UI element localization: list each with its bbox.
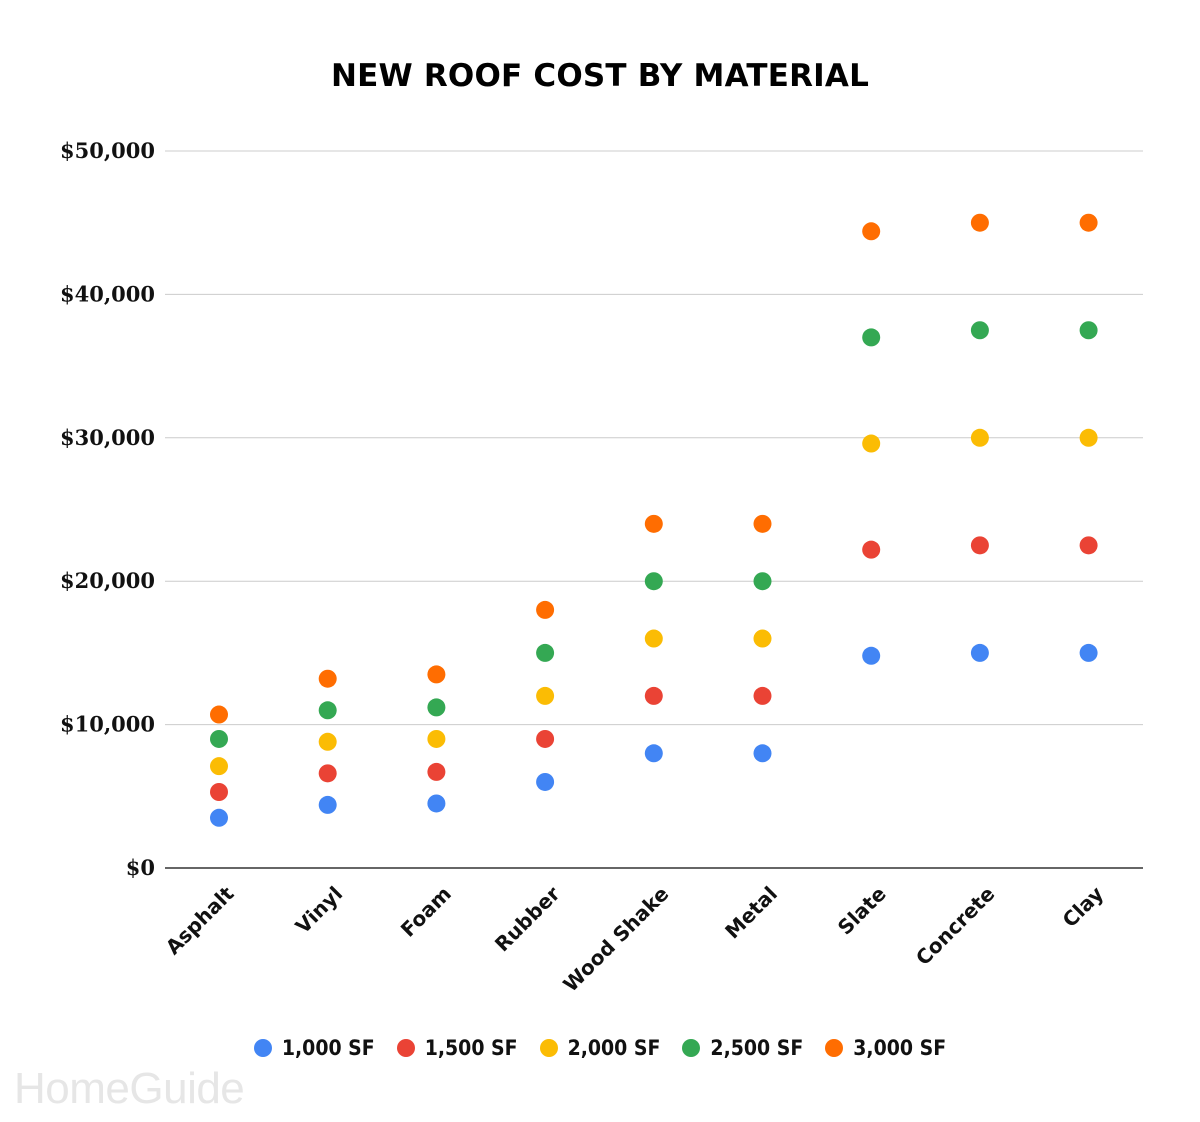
data-point: [753, 686, 772, 705]
data-point: [210, 757, 228, 776]
legend-label: 1,000 SF: [281, 1036, 375, 1060]
x-tick-label: Concrete: [911, 882, 999, 970]
data-point: [970, 213, 989, 232]
y-tick-label: $0: [126, 855, 155, 880]
y-tick-label: $30,000: [60, 425, 155, 450]
legend-label: 1,500 SF: [424, 1036, 518, 1060]
data-point: [427, 698, 446, 717]
data-point: [1079, 213, 1098, 232]
y-axis-tick-labels: $0 $10,000 $20,000 $30,000 $40,000 $50,000: [60, 138, 155, 880]
data-point: [318, 764, 337, 783]
legend-dot-icon: [539, 1039, 558, 1057]
x-tick-label: Asphalt: [161, 881, 239, 959]
data-point: [970, 428, 989, 447]
data-point: [536, 600, 555, 619]
data-point: [210, 808, 228, 827]
data-point: [753, 572, 772, 591]
y-tick-label: $40,000: [60, 281, 155, 306]
data-point: [318, 732, 337, 751]
data-point: [1079, 321, 1098, 340]
legend-item: 1,000 SF: [253, 1036, 375, 1060]
y-tick-label: $20,000: [60, 568, 155, 593]
data-points: [210, 213, 1098, 827]
legend-label: 2,000 SF: [567, 1036, 661, 1060]
data-point: [318, 701, 337, 720]
x-tick-label: Slate: [833, 882, 891, 940]
data-point: [536, 729, 555, 748]
data-point: [536, 686, 555, 705]
legend-item: 3,000 SF: [825, 1036, 946, 1060]
data-point: [318, 669, 337, 688]
y-tick-label: $10,000: [60, 712, 155, 737]
data-point: [862, 646, 881, 665]
data-point: [427, 665, 446, 684]
data-point: [970, 321, 989, 340]
data-point: [318, 795, 337, 814]
x-tick-label: Rubber: [490, 881, 565, 956]
x-tick-label: Wood Shake: [558, 882, 673, 997]
data-point: [644, 572, 663, 591]
legend-label: 2,500 SF: [710, 1036, 804, 1060]
data-point: [862, 222, 881, 241]
legend-dot-icon: [825, 1039, 844, 1057]
chart-legend: 1,000 SF 1,500 SF 2,000 SF 2,500 SF 3,000 SF: [0, 1036, 1200, 1060]
data-point: [644, 514, 663, 533]
data-point: [753, 629, 772, 648]
data-point: [210, 729, 228, 748]
data-point: [970, 643, 989, 662]
data-point: [753, 744, 772, 763]
x-tick-label: Metal: [720, 882, 782, 944]
data-point: [970, 536, 989, 555]
data-point: [427, 762, 446, 781]
data-point: [753, 514, 772, 533]
legend-item: 1,500 SF: [396, 1036, 518, 1060]
homeguide-watermark: HomeGuide: [14, 1064, 245, 1113]
data-point: [427, 729, 446, 748]
data-point: [536, 772, 555, 791]
chart-title: NEW ROOF COST BY MATERIAL: [330, 58, 870, 94]
legend-label: 3,000 SF: [853, 1036, 947, 1060]
data-point: [1079, 428, 1098, 447]
x-tick-label: Vinyl: [291, 882, 348, 939]
y-tick-label: $50,000: [60, 138, 155, 163]
legend-item: 2,000 SF: [539, 1036, 661, 1060]
data-point: [1079, 643, 1098, 662]
data-point: [210, 705, 228, 724]
data-point: [536, 643, 555, 662]
data-point: [862, 328, 881, 347]
data-point: [644, 686, 663, 705]
data-point: [1079, 536, 1098, 555]
legend-dot-icon: [253, 1039, 272, 1057]
legend-dot-icon: [396, 1039, 415, 1057]
data-point: [644, 629, 663, 648]
legend-dot-icon: [682, 1039, 701, 1057]
x-tick-label: Clay: [1058, 882, 1109, 933]
x-tick-label: Foam: [396, 882, 456, 942]
data-point: [862, 540, 881, 559]
data-point: [427, 794, 446, 813]
data-point: [862, 434, 881, 453]
legend-item: 2,500 SF: [682, 1036, 803, 1060]
data-point: [644, 744, 663, 763]
data-point: [210, 782, 228, 801]
